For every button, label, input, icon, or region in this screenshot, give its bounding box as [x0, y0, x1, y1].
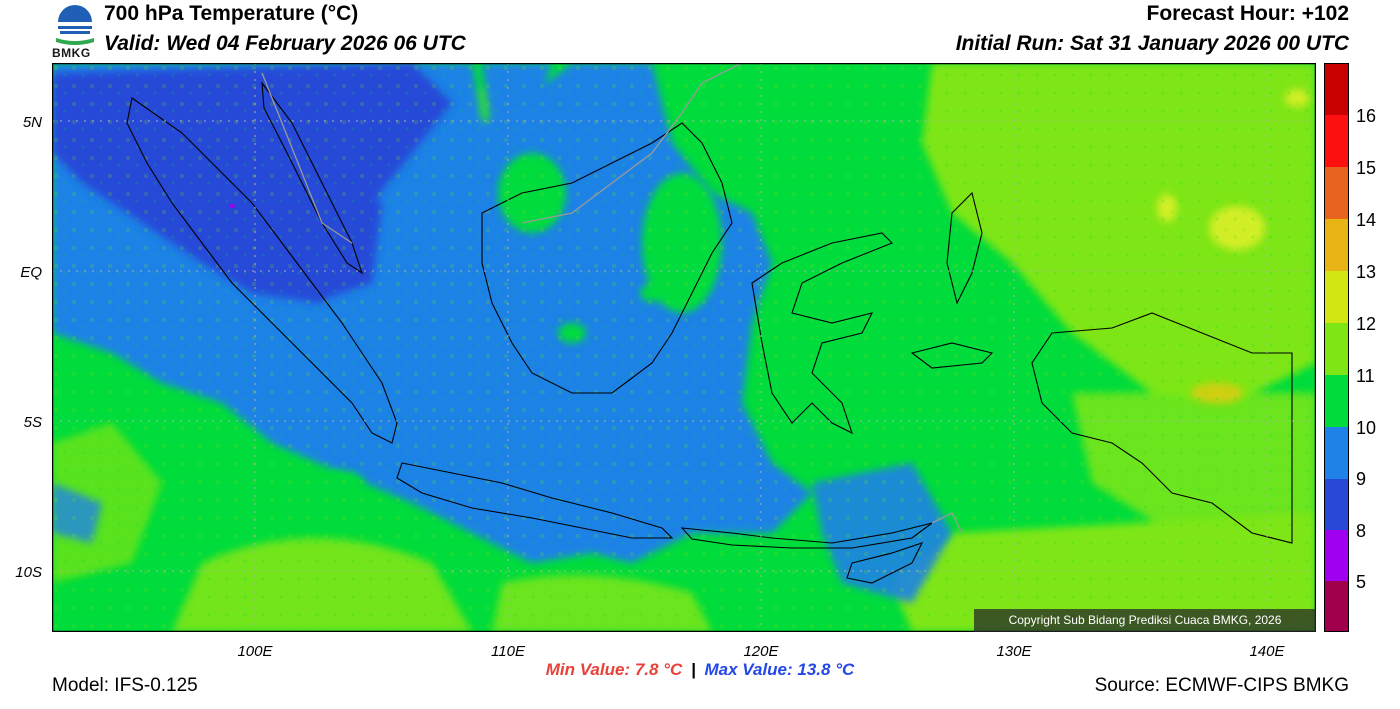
map-canvas	[51, 62, 1317, 633]
source-label: Source: ECMWF-CIPS BMKG	[1094, 675, 1349, 696]
colorbar-frame	[1324, 63, 1349, 632]
bmkg-logo: BMKG	[50, 2, 100, 60]
forecast-hour: Forecast Hour: +102	[1146, 2, 1350, 25]
colorbar-label-13: 13	[1356, 262, 1377, 282]
min-max-separator: |	[690, 660, 696, 679]
lat-label-5s: 5S	[23, 414, 42, 431]
lon-label-120e: 120E	[743, 643, 779, 660]
min-max-values: Min Value: 7.8 °C | Max Value: 13.8 °C	[0, 660, 1400, 680]
initial-run: Initial Run: Sat 31 January 2026 00 UTC	[955, 32, 1349, 55]
valid-time: Valid: Wed 04 February 2026 06 UTC	[104, 32, 466, 55]
swatch-11	[1324, 323, 1349, 375]
max-value: Max Value: 13.8 °C	[704, 660, 855, 679]
temperature-map	[51, 62, 1317, 633]
lon-label-110e: 110E	[491, 643, 525, 660]
swatch-below	[1324, 581, 1349, 632]
colorbar-label-16: 16	[1356, 106, 1377, 126]
swatch-8	[1324, 479, 1349, 530]
colorbar-label-14: 14	[1356, 210, 1377, 230]
swatch-12	[1324, 271, 1349, 323]
lon-label-140e: 140E	[1249, 643, 1285, 660]
model-label: Model: IFS-0.125	[52, 675, 198, 696]
lon-label-100e: 100E	[237, 643, 273, 660]
colorbar-label-8: 8	[1356, 521, 1367, 541]
lon-label-130e: 130E	[996, 643, 1032, 660]
map-frame	[51, 62, 1317, 633]
colorbar	[1324, 63, 1349, 632]
bmkg-logo-icon	[56, 5, 94, 45]
lat-label-10s: 10S	[15, 564, 42, 581]
colorbar-label-15: 15	[1356, 158, 1377, 178]
coastlines	[126, 81, 1293, 584]
logo-text: BMKG	[52, 46, 91, 60]
swatch-15	[1324, 115, 1349, 167]
borders-grey	[261, 62, 963, 534]
swatch-5	[1324, 530, 1349, 581]
graticule	[52, 63, 1316, 632]
swatch-13	[1324, 219, 1349, 271]
chart-title: 700 hPa Temperature (°C)	[104, 2, 359, 25]
swatch-16-plus	[1324, 63, 1349, 115]
colorbar-label-5: 5	[1356, 572, 1367, 592]
colorbar-label-10: 10	[1356, 418, 1377, 438]
lat-label-eq: EQ	[20, 264, 42, 281]
swatch-10	[1324, 375, 1349, 427]
min-value: Min Value: 7.8 °C	[545, 660, 683, 679]
lat-label-5n: 5N	[22, 114, 42, 131]
colorbar-label-11: 11	[1356, 366, 1375, 386]
colorbar-swatches	[1324, 63, 1349, 632]
swatch-9	[1324, 427, 1349, 479]
colorbar-label-9: 9	[1356, 469, 1367, 489]
copyright-label: Copyright Sub Bidang Prediksi Cuaca BMKG…	[974, 609, 1316, 632]
colorbar-label-12: 12	[1356, 314, 1377, 334]
texture	[52, 63, 1316, 632]
swatch-14	[1324, 167, 1349, 219]
